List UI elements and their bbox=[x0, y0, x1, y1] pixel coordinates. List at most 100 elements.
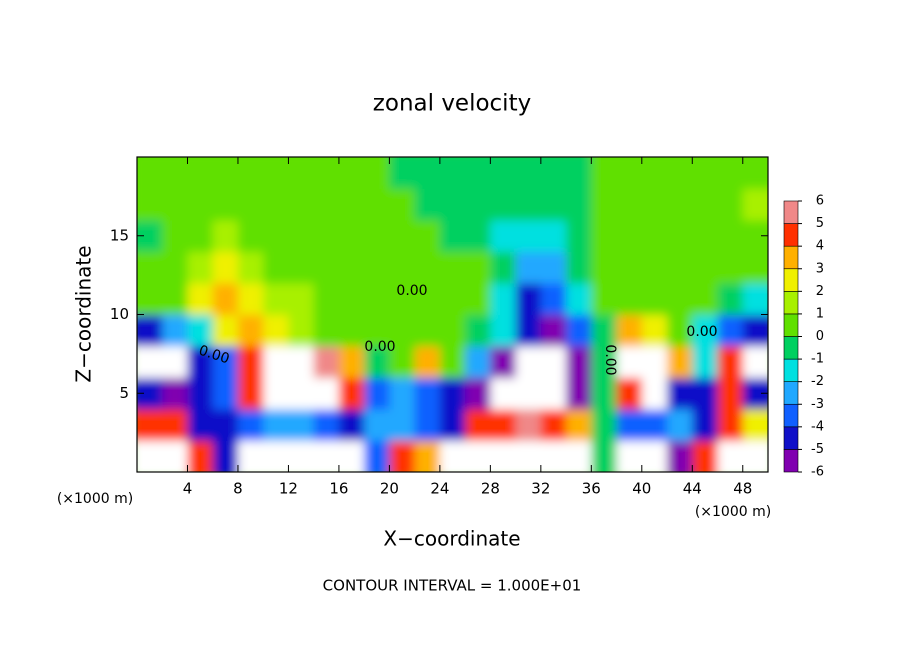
field-cell bbox=[137, 377, 163, 410]
field-cell bbox=[162, 377, 188, 410]
field-cell bbox=[389, 377, 416, 410]
field-cell bbox=[465, 409, 491, 441]
field-cell bbox=[566, 409, 592, 441]
field-cell bbox=[641, 377, 668, 410]
contour-label: 0.00 bbox=[396, 283, 427, 299]
field-cell bbox=[641, 409, 668, 441]
field-cell bbox=[667, 251, 693, 284]
field-cell bbox=[364, 188, 390, 221]
field-cell bbox=[237, 314, 264, 347]
field-cell bbox=[540, 346, 567, 378]
field-cell bbox=[389, 314, 416, 347]
field-cell bbox=[364, 346, 390, 378]
field-cell bbox=[515, 188, 542, 221]
field-cell bbox=[162, 220, 188, 252]
field-cell bbox=[591, 346, 618, 378]
field-cell bbox=[439, 377, 466, 410]
field-cell bbox=[137, 220, 163, 252]
field-cell bbox=[540, 377, 567, 410]
colorbar-label: 5 bbox=[816, 216, 824, 231]
field-cell bbox=[515, 157, 542, 189]
colorbar-label: -4 bbox=[811, 419, 824, 434]
colorbar-label: -6 bbox=[811, 465, 824, 480]
field-cell bbox=[187, 409, 214, 441]
field-cell bbox=[439, 409, 466, 441]
field-cell bbox=[692, 220, 719, 252]
field-cell bbox=[591, 377, 618, 410]
field-cell bbox=[137, 157, 163, 189]
field-cell bbox=[212, 440, 239, 472]
field-cell bbox=[717, 251, 744, 284]
field-cell bbox=[616, 440, 643, 472]
field-cell bbox=[288, 283, 315, 315]
field-cell bbox=[717, 409, 744, 441]
field-cell bbox=[439, 251, 466, 284]
field-cell bbox=[742, 220, 768, 252]
field-cell bbox=[187, 157, 214, 189]
field-cell bbox=[414, 440, 441, 472]
field-cell bbox=[667, 314, 693, 347]
field-cell bbox=[313, 346, 340, 378]
colorbar-label: 6 bbox=[816, 194, 824, 209]
field-cell bbox=[515, 377, 542, 410]
colorbar-swatch bbox=[783, 268, 799, 292]
x-tick-label: 32 bbox=[531, 480, 550, 498]
field-cell bbox=[667, 409, 693, 441]
field-cell bbox=[389, 346, 416, 378]
field-cell bbox=[263, 314, 289, 347]
field-cell bbox=[591, 283, 618, 315]
field-cell bbox=[515, 220, 542, 252]
plot-frame bbox=[136, 156, 769, 473]
field-cell bbox=[137, 346, 163, 378]
field-cell bbox=[616, 377, 643, 410]
field-cell bbox=[439, 157, 466, 189]
field-cell bbox=[692, 314, 719, 347]
field-cell bbox=[692, 188, 719, 221]
field-cell bbox=[717, 188, 744, 221]
field-cell bbox=[439, 346, 466, 378]
field-cell bbox=[465, 283, 491, 315]
field-cell bbox=[162, 188, 188, 221]
overlay: 4 8 12 16 20 24 28 32 36 40 44 48510150.000.000.000… bbox=[110, 157, 824, 498]
field-cell bbox=[742, 283, 768, 315]
field-cell bbox=[414, 283, 441, 315]
field-cell bbox=[540, 157, 567, 189]
field-cell bbox=[641, 188, 668, 221]
y-axis-title: Z−coordinate bbox=[72, 245, 96, 382]
field-cell bbox=[616, 188, 643, 221]
field-cell bbox=[490, 377, 517, 410]
field-cell bbox=[288, 314, 315, 347]
colorbar-swatch bbox=[783, 245, 799, 270]
field-cell bbox=[465, 440, 491, 472]
field-cell bbox=[237, 377, 264, 410]
field-cell bbox=[641, 251, 668, 284]
field-cell bbox=[667, 283, 693, 315]
field-cell bbox=[212, 346, 239, 378]
field-cell bbox=[515, 251, 542, 284]
field-cell bbox=[742, 377, 768, 410]
x-tick-label: 28 bbox=[481, 480, 500, 498]
field-cell bbox=[742, 251, 768, 284]
field-cell bbox=[439, 220, 466, 252]
field-cell bbox=[237, 346, 264, 378]
field-cell bbox=[389, 283, 416, 315]
x-unit-left: (×1000 m) bbox=[57, 491, 133, 507]
field-cell bbox=[566, 220, 592, 252]
field-cell bbox=[717, 440, 744, 472]
field-cell bbox=[338, 220, 365, 252]
field-cell bbox=[237, 440, 264, 472]
plot-area bbox=[137, 157, 768, 472]
field-cell bbox=[439, 188, 466, 221]
y-tick-label: 10 bbox=[110, 305, 129, 323]
field-cell bbox=[591, 251, 618, 284]
field-cell bbox=[212, 409, 239, 441]
field-cell bbox=[162, 346, 188, 378]
colorbar-swatch bbox=[783, 336, 799, 360]
colorbar-label: 0 bbox=[816, 329, 824, 344]
field-cell bbox=[137, 314, 163, 347]
field-cell bbox=[338, 409, 365, 441]
field-cell bbox=[616, 283, 643, 315]
colorbar-label: 3 bbox=[816, 261, 824, 276]
field-cell bbox=[515, 314, 542, 347]
